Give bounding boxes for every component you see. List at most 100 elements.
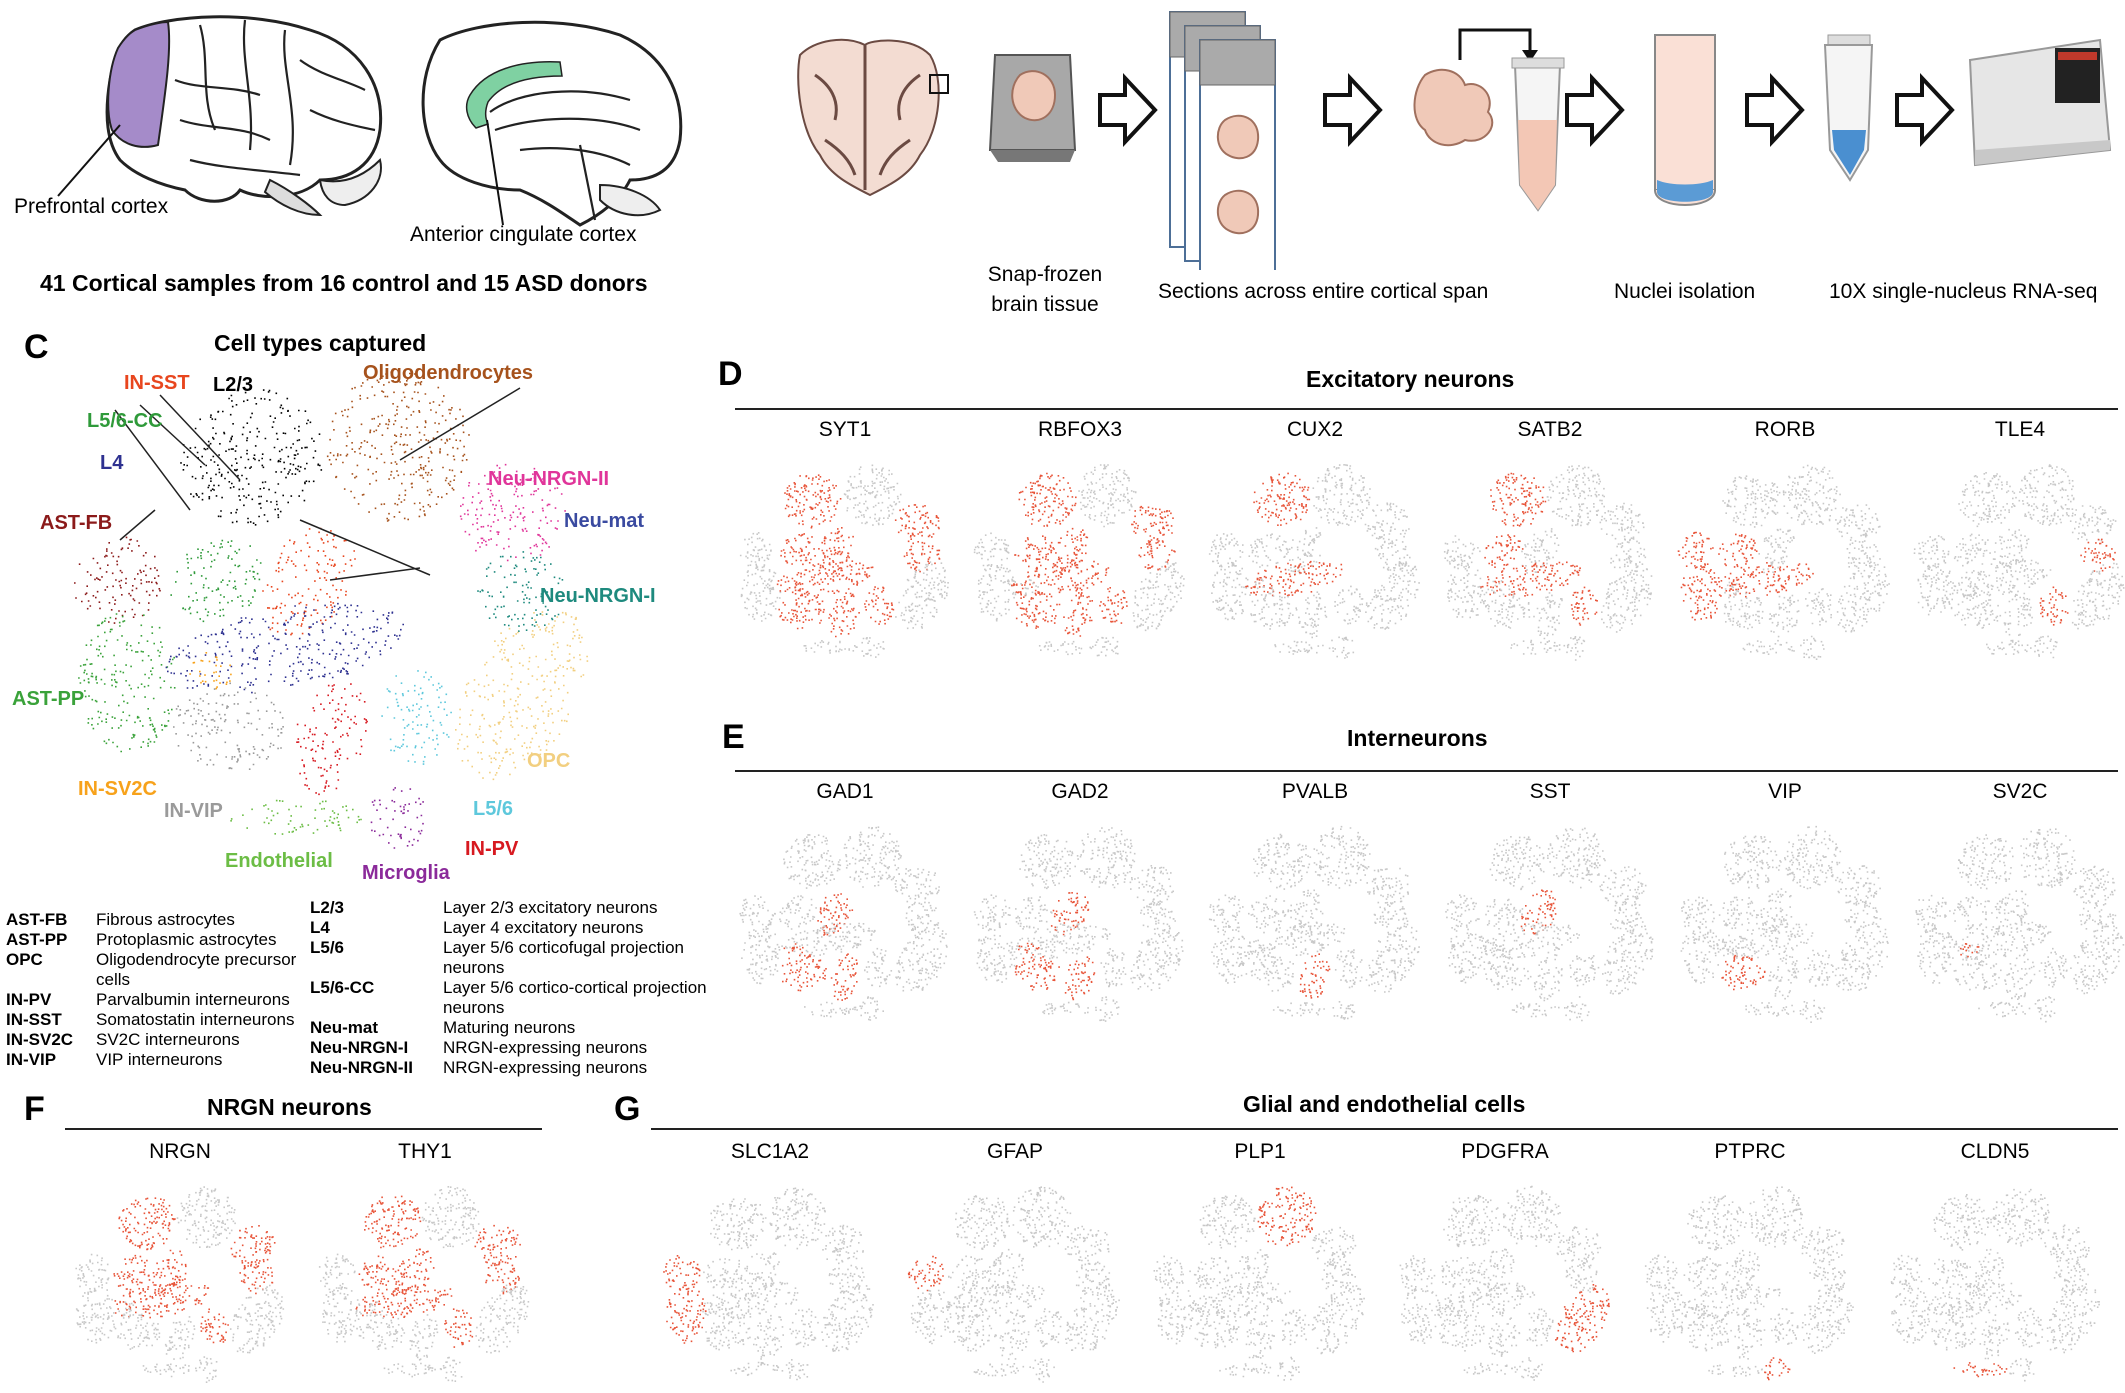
cluster-points — [1131, 505, 1174, 544]
cluster-points — [2069, 505, 2117, 542]
gene-label: PDGFRA — [1461, 1140, 1549, 1163]
gene-label: PVALB — [1281, 780, 1349, 803]
cluster-points — [1475, 1248, 1515, 1296]
cell-points — [739, 826, 948, 1021]
cluster-points — [318, 1253, 356, 1292]
cell-points — [973, 464, 1185, 657]
gene-label: CUX2 — [1286, 418, 1344, 441]
cluster-points — [1483, 953, 1532, 991]
cluster-points — [2053, 1260, 2089, 1292]
legend-abbr: L5/6 — [310, 938, 345, 957]
cluster-points — [709, 1302, 730, 1315]
cluster-points — [946, 1281, 1045, 1318]
cluster-points — [822, 1224, 864, 1263]
cluster-points — [1129, 865, 1174, 906]
cluster-points — [1014, 535, 1053, 568]
cluster-points — [1250, 594, 1298, 630]
cluster-points — [710, 1198, 767, 1251]
cluster-points — [1078, 464, 1137, 528]
cluster-points — [239, 1261, 274, 1295]
legend-desc: Protoplasmic astrocytes — [96, 930, 277, 949]
cluster-points — [769, 1187, 826, 1250]
prefrontal-cortex-region — [107, 20, 171, 148]
panel-c-letter: C — [24, 328, 49, 366]
cluster-points — [973, 894, 1011, 932]
pointer-line — [139, 404, 206, 466]
cluster-points — [1245, 1314, 1275, 1359]
panel-e-letter: E — [722, 718, 745, 756]
cell-points — [1644, 1186, 1854, 1381]
cluster-points — [1250, 954, 1294, 992]
cluster-points — [1801, 1226, 1845, 1266]
gene-feature-plot — [739, 464, 949, 658]
panel-e-rule — [735, 770, 2118, 772]
cluster-points — [1547, 827, 1606, 889]
cluster-points — [2018, 464, 2075, 526]
cluster-points — [1931, 1314, 1977, 1351]
cluster-points — [753, 1314, 784, 1360]
cluster-points — [1064, 956, 1096, 1001]
cluster-points — [485, 1260, 520, 1295]
cluster-points — [1683, 1282, 1781, 1319]
gene-label: GAD2 — [1051, 780, 1109, 803]
cluster-points — [1835, 504, 1881, 543]
panel-f-rule — [65, 1128, 542, 1130]
cluster-points — [355, 1283, 453, 1319]
gene-feature-plot — [1208, 825, 1420, 1020]
cluster-points — [1076, 827, 1136, 889]
gene-feature-plot — [1445, 827, 1654, 1022]
cluster-points — [703, 1258, 740, 1289]
cluster-points — [859, 996, 884, 1021]
cluster-points — [804, 1001, 858, 1018]
cluster-points — [1019, 834, 1076, 890]
cluster-points — [1064, 1225, 1110, 1266]
cluster-points — [1018, 472, 1077, 527]
cluster-points — [1485, 593, 1531, 629]
cluster-points — [444, 1308, 474, 1348]
cluster-points — [173, 682, 284, 770]
pointer-line — [159, 394, 241, 481]
cluster-points — [894, 868, 940, 906]
gene-feature-plot — [1399, 1185, 1610, 1381]
legend-desc: Somatostatin interneurons — [96, 1010, 295, 1029]
cluster-points — [1915, 894, 1951, 932]
cluster-points — [1194, 1314, 1240, 1349]
cluster-label-neu-mat: Neu-mat — [564, 510, 645, 532]
cluster-points — [1804, 949, 1834, 987]
step-nuclei-isolation: Nuclei isolation — [1614, 280, 1756, 303]
cluster-points — [1463, 1362, 1518, 1375]
cluster-points — [459, 463, 566, 562]
cluster-points — [1782, 464, 1841, 526]
cluster-points — [1646, 1284, 1687, 1343]
cluster-points — [1718, 562, 1814, 598]
cluster-points — [1844, 901, 1882, 934]
cluster-points — [1986, 639, 2032, 655]
cluster-points — [114, 1313, 161, 1350]
cluster-points — [778, 592, 825, 630]
coronal-brain-slice-icon — [797, 38, 949, 197]
cluster-points — [1708, 1364, 1763, 1377]
cluster-points — [1718, 896, 1755, 930]
cluster-points — [783, 943, 804, 957]
cluster-points — [358, 1255, 397, 1291]
gene-feature-plot — [1153, 1186, 1365, 1381]
cluster-points — [262, 527, 356, 636]
cluster-points — [1934, 1304, 1955, 1316]
cluster-points — [1448, 924, 1487, 984]
cluster-points — [1153, 1255, 1191, 1289]
cluster-points — [1015, 896, 1053, 930]
cluster-points — [2038, 947, 2068, 988]
cell-points — [739, 464, 949, 658]
cluster-points — [1444, 1301, 1463, 1317]
step-snap-frozen: Snap-frozen brain tissue — [987, 263, 1103, 316]
legend-desc: NRGN-expressing neurons — [443, 1058, 648, 1077]
cluster-points — [1992, 890, 2029, 936]
cluster-points — [1399, 1255, 1436, 1291]
cluster-points — [1211, 562, 1251, 621]
cluster-points — [784, 581, 804, 592]
cluster-points — [1954, 592, 2002, 629]
cluster-label-in-sst: IN-SST — [124, 372, 190, 394]
cluster-points — [1483, 921, 1580, 960]
gene-label: SATB2 — [1517, 418, 1583, 441]
cluster-points — [955, 1195, 1010, 1250]
